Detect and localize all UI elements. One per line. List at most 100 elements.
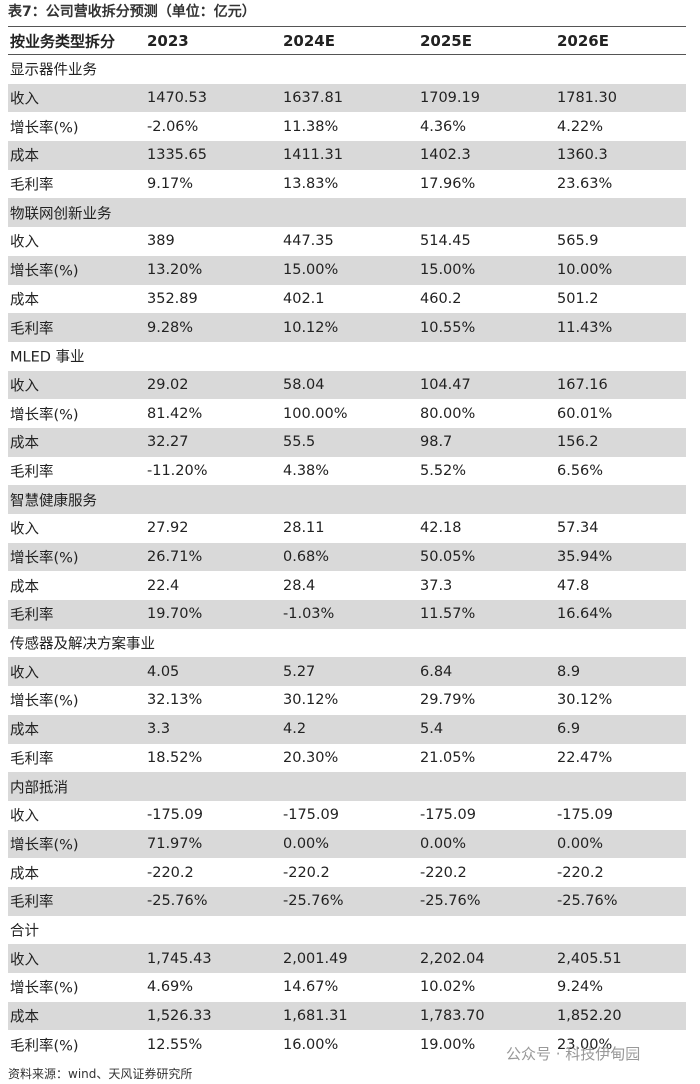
section-row: MLED 事业 (8, 342, 686, 371)
row-label: 增长率(%) (10, 263, 79, 280)
cell-value: 9.28% (147, 319, 194, 336)
row-label: 增长率(%) (10, 837, 79, 854)
cell-value: 0.00% (283, 835, 330, 852)
cell-value: 5.4 (420, 721, 444, 738)
cell-value: 30.12% (557, 692, 613, 709)
data-row: 成本 1335.65 1411.31 1402.3 1360.3 (8, 141, 686, 170)
cell-value: 71.97% (147, 835, 203, 852)
cell-value: 42.18 (420, 520, 462, 537)
cell-value: 0.00% (557, 835, 604, 852)
cell-value: 1,852.20 (557, 1008, 622, 1025)
cell-value: -175.09 (557, 807, 613, 824)
row-label: 传感器及解决方案事业 (10, 636, 155, 653)
cell-value: 1360.3 (557, 147, 608, 164)
section-row: 传感器及解决方案事业 (8, 629, 686, 658)
cell-value: 1781.30 (557, 90, 617, 107)
data-row: 收入 1470.53 1637.81 1709.19 1781.30 (8, 83, 686, 113)
cell-value: 11.43% (557, 319, 613, 336)
data-row: 增长率(%) -2.06% 11.38% 4.36% 4.22% (8, 112, 686, 141)
data-row: 毛利率 -25.76% -25.76% -25.76% -25.76% (8, 886, 686, 916)
row-label: 收入 (10, 952, 39, 969)
cell-value: 100.00% (283, 405, 348, 422)
row-label: 收入 (10, 808, 39, 825)
cell-value: 156.2 (557, 434, 599, 451)
cell-value: 2026E (557, 31, 609, 50)
row-label: 收入 (10, 234, 39, 251)
cell-value: 30.12% (283, 692, 339, 709)
cell-value: 47.8 (557, 577, 590, 594)
cell-value: 21.05% (420, 749, 476, 766)
row-label: 毛利率 (10, 894, 54, 911)
cell-value: -11.20% (147, 462, 208, 479)
row-label: 按业务类型拆分 (10, 32, 116, 50)
cell-value: 9.17% (147, 176, 194, 193)
cell-value: 28.11 (283, 520, 325, 537)
row-label: 成本 (10, 866, 39, 883)
cell-value: 19.00% (420, 1036, 476, 1053)
section-row: 内部抵消 (8, 772, 686, 801)
row-label: 毛利率 (10, 751, 54, 768)
cell-value: 6.9 (557, 721, 581, 738)
cell-value: 29.02 (147, 376, 189, 393)
cell-value: 10.55% (420, 319, 476, 336)
cell-value: 389 (147, 233, 175, 250)
row-label: 毛利率 (10, 177, 54, 194)
data-row: 成本 352.89 402.1 460.2 501.2 (8, 285, 686, 314)
cell-value: 6.84 (420, 663, 453, 680)
cell-value: 0.68% (283, 549, 330, 566)
data-row: 成本 22.4 28.4 37.3 47.8 (8, 571, 686, 600)
cell-value: 32.27 (147, 434, 189, 451)
cell-value: -25.76% (147, 893, 208, 910)
cell-value: 10.12% (283, 319, 339, 336)
cell-value: 2024E (283, 31, 335, 50)
cell-value: -25.76% (420, 893, 481, 910)
row-label: 毛利率(%) (10, 1038, 79, 1055)
cell-value: 1,526.33 (147, 1008, 212, 1025)
cell-value: 29.79% (420, 692, 476, 709)
cell-value: 352.89 (147, 290, 198, 307)
cell-value: 2,405.51 (557, 950, 622, 967)
data-row: 增长率(%) 81.42% 100.00% 80.00% 60.01% (8, 399, 686, 428)
cell-value: 27.92 (147, 520, 189, 537)
section-row: 合计 (8, 916, 686, 945)
cell-value: 15.00% (420, 262, 476, 279)
cell-value: 14.67% (283, 979, 339, 996)
cell-value: 5.52% (420, 462, 467, 479)
cell-value: 501.2 (557, 290, 599, 307)
cell-value: 28.4 (283, 577, 316, 594)
data-row: 收入 389 447.35 514.45 565.9 (8, 227, 686, 256)
cell-value: 13.20% (147, 262, 203, 279)
cell-value: 6.56% (557, 462, 604, 479)
cell-value: 4.05 (147, 663, 180, 680)
cell-value: 4.38% (283, 462, 330, 479)
cell-value: 13.83% (283, 176, 339, 193)
data-row: 增长率(%) 13.20% 15.00% 15.00% 10.00% (8, 255, 686, 285)
cell-value: 26.71% (147, 549, 203, 566)
cell-value: 17.96% (420, 176, 476, 193)
cell-value: 9.24% (557, 979, 604, 996)
cell-value: 12.55% (147, 1036, 203, 1053)
cell-value: 16.00% (283, 1036, 339, 1053)
cell-value: 2,202.04 (420, 950, 485, 967)
data-row: 增长率(%) 71.97% 0.00% 0.00% 0.00% (8, 829, 686, 859)
cell-value: 1335.65 (147, 147, 207, 164)
cell-value: 565.9 (557, 233, 599, 250)
cell-value: 2,001.49 (283, 950, 348, 967)
data-row: 成本 1,526.33 1,681.31 1,783.70 1,852.20 (8, 1001, 686, 1031)
data-row: 毛利率 18.52% 20.30% 21.05% 22.47% (8, 744, 686, 773)
cell-value: 1,681.31 (283, 1008, 348, 1025)
row-label: 毛利率 (10, 607, 54, 624)
cell-value: 4.2 (283, 721, 307, 738)
cell-value: 2023 (147, 31, 189, 50)
cell-value: 22.4 (147, 577, 180, 594)
cell-value: 37.3 (420, 577, 453, 594)
data-row: 增长率(%) 4.69% 14.67% 10.02% 9.24% (8, 973, 686, 1002)
cell-value: 8.9 (557, 663, 581, 680)
cell-value: -220.2 (557, 864, 604, 881)
cell-value: 104.47 (420, 376, 471, 393)
row-label: 增长率(%) (10, 407, 79, 424)
data-row: 收入 4.05 5.27 6.84 8.9 (8, 657, 686, 687)
cell-value: 55.5 (283, 434, 316, 451)
row-label: 增长率(%) (10, 980, 79, 997)
cell-value: 5.27 (283, 663, 316, 680)
